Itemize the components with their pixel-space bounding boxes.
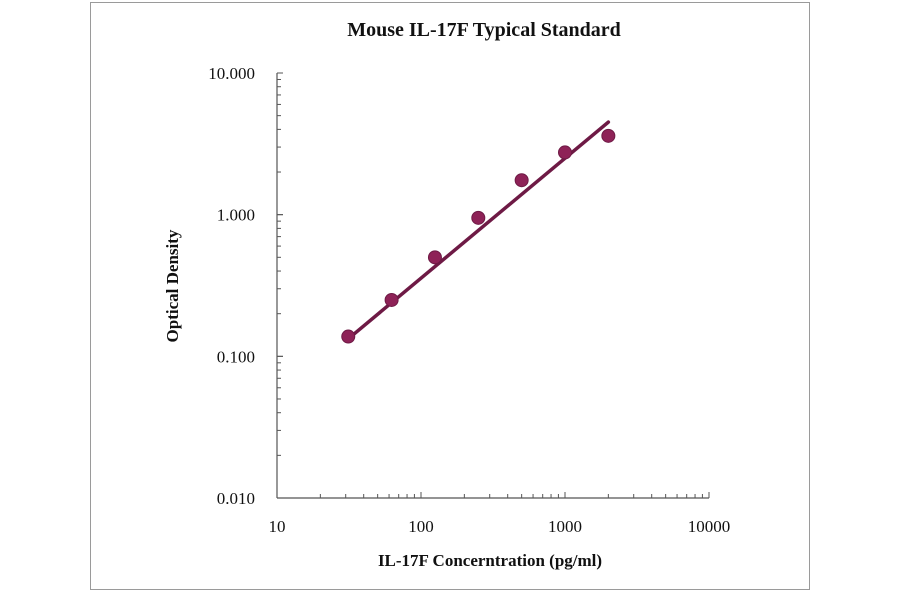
chart-frame [90, 2, 810, 590]
data-point [471, 210, 486, 225]
data-point [601, 128, 616, 143]
data-point [384, 292, 399, 307]
x-tick-label: 100 [408, 517, 434, 536]
data-point [427, 250, 442, 265]
x-tick-label: 10000 [688, 517, 731, 536]
data-point [514, 173, 529, 188]
y-tick-label: 10.000 [208, 64, 255, 83]
x-axis-label: IL-17F Concerntration (pg/ml) [378, 551, 602, 570]
y-tick-label: 0.010 [217, 489, 255, 508]
y-tick-label: 1.000 [217, 206, 255, 225]
data-point [558, 145, 572, 160]
chart-title: Mouse IL-17F Typical Standard [347, 19, 621, 41]
y-tick-label: 0.100 [217, 347, 255, 366]
x-tick-label: 10 [269, 517, 286, 536]
y-axis-label: Optical Density [163, 229, 182, 342]
data-point [341, 329, 356, 344]
x-tick-label: 1000 [548, 517, 582, 536]
